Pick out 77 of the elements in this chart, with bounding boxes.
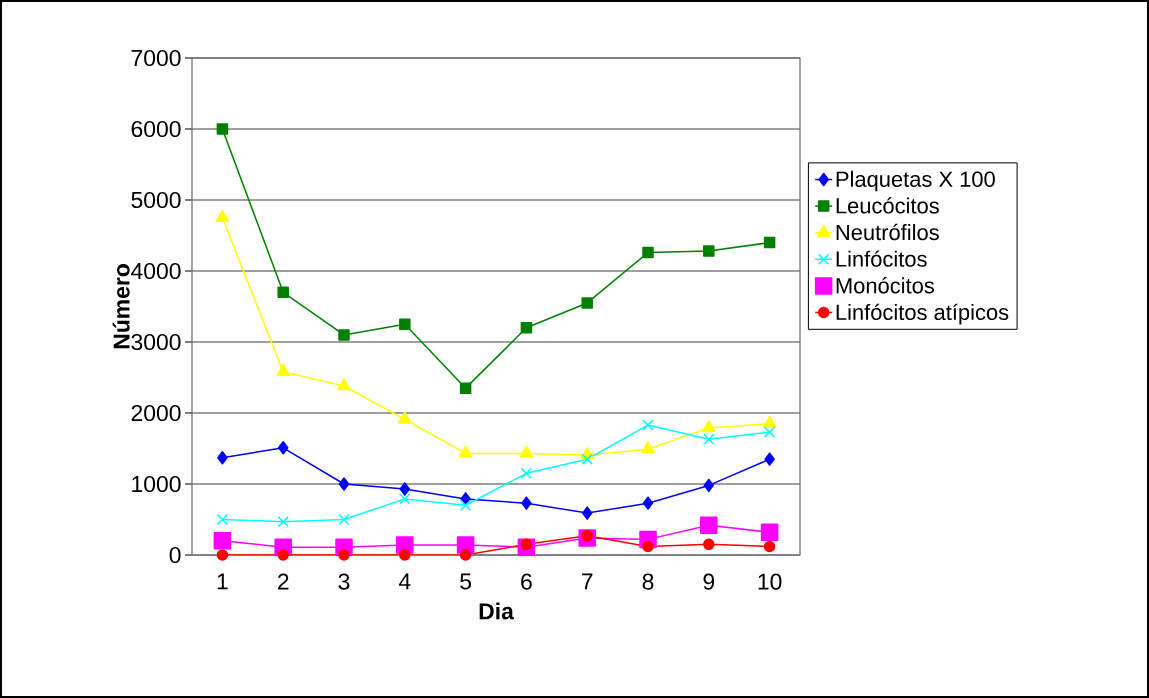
point	[763, 236, 776, 249]
point	[763, 426, 776, 438]
point	[399, 318, 411, 330]
point	[338, 549, 350, 561]
legend-label: Plaquetas X 100	[836, 170, 995, 192]
point	[703, 245, 715, 257]
x-tick-label: 5	[460, 573, 472, 590]
y-tick-label: 2000	[131, 404, 181, 422]
point	[338, 513, 350, 526]
point	[216, 123, 229, 135]
point	[764, 452, 775, 466]
point	[641, 441, 655, 454]
point	[276, 364, 291, 377]
point	[581, 530, 593, 542]
x-tick-label: 7	[582, 573, 593, 590]
point	[277, 549, 289, 561]
point	[763, 540, 776, 553]
point	[217, 450, 228, 465]
point	[581, 453, 593, 465]
point	[337, 378, 351, 391]
x-tick-label: 4	[398, 573, 411, 590]
point	[399, 493, 411, 505]
legend-label: Leucócitos	[836, 197, 939, 214]
legend-label: Linfócitos atípicos	[836, 303, 1009, 325]
point	[459, 499, 472, 511]
point	[520, 322, 533, 334]
legend-label: Monócitos	[836, 277, 934, 294]
point	[216, 549, 229, 561]
y-tick-label: 3000	[131, 333, 181, 351]
y-tick-label: 1000	[132, 475, 181, 493]
point	[459, 382, 472, 394]
y-axis-title: Número	[112, 264, 130, 349]
point	[277, 515, 289, 528]
point	[642, 419, 654, 431]
point	[701, 420, 716, 433]
point	[700, 516, 718, 534]
point	[397, 411, 412, 424]
point	[519, 445, 534, 458]
point	[399, 549, 411, 561]
point	[642, 496, 654, 510]
x-tick-label: 3	[338, 573, 350, 590]
x-tick-label: 10	[758, 573, 782, 590]
y-tick-label: 0	[169, 546, 181, 564]
y-tick-label: 7000	[131, 49, 181, 67]
x-tick-label: 8	[642, 573, 654, 590]
point	[277, 441, 289, 455]
y-tick-label: 4000	[131, 262, 181, 280]
point	[216, 513, 229, 526]
point	[458, 445, 473, 458]
point	[760, 523, 779, 542]
point	[581, 506, 593, 520]
point	[338, 477, 350, 491]
point	[642, 540, 654, 553]
point	[399, 482, 411, 496]
x-tick-label: 1	[217, 573, 228, 590]
point	[581, 297, 593, 309]
point	[277, 286, 289, 299]
point	[703, 433, 715, 445]
point	[215, 210, 230, 222]
x-tick-label: 6	[521, 573, 532, 590]
point	[520, 467, 533, 480]
x-tick-label: 2	[277, 573, 289, 590]
legend-label: Linfócitos	[836, 250, 927, 267]
point	[459, 549, 472, 561]
y-tick-label: 5000	[131, 191, 181, 209]
point	[703, 478, 715, 493]
point	[338, 329, 350, 341]
point	[762, 415, 777, 428]
point	[642, 246, 654, 259]
point	[520, 538, 533, 551]
y-tick-label: 6000	[131, 120, 181, 138]
x-axis-title: Dia	[479, 602, 514, 620]
legend-label: Neutrófilos	[836, 223, 939, 241]
point	[521, 496, 532, 510]
point	[703, 538, 715, 551]
x-tick-label: 9	[703, 573, 715, 590]
point	[213, 532, 232, 550]
